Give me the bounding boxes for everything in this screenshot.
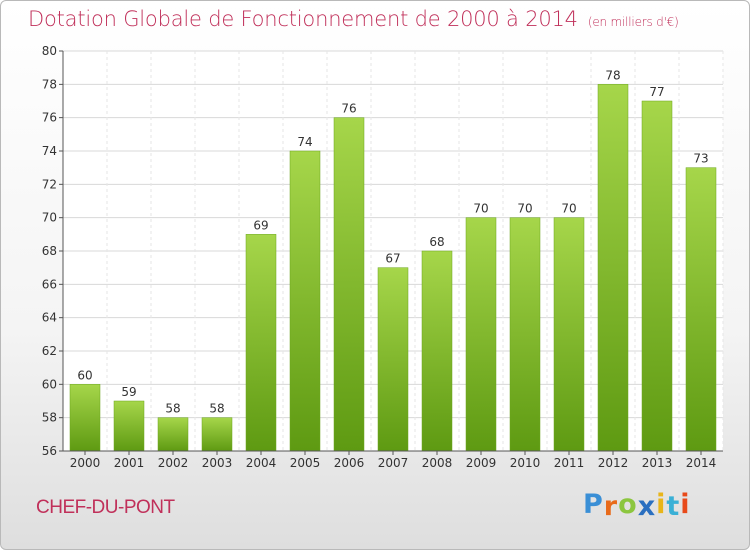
data-label: 70 xyxy=(517,202,532,216)
bar xyxy=(201,417,233,452)
y-tick-label: 68 xyxy=(42,244,57,258)
x-tick-label: 2014 xyxy=(686,456,717,470)
y-tick-label: 60 xyxy=(42,377,57,391)
logo-letter: i xyxy=(680,489,691,520)
x-tick-label: 2013 xyxy=(642,456,673,470)
bar xyxy=(245,234,277,452)
data-label: 70 xyxy=(473,202,488,216)
data-label: 68 xyxy=(429,235,444,249)
bar xyxy=(113,400,145,452)
bar xyxy=(685,167,717,452)
bar xyxy=(69,384,101,452)
x-tick-label: 2002 xyxy=(158,456,189,470)
y-tick-label: 64 xyxy=(42,311,57,325)
y-tick-label: 72 xyxy=(42,177,57,191)
axes: 56 58 60 62 64 66 68 70 72 74 76 78 80 2000 2001 2002 20… xyxy=(42,44,723,470)
bar xyxy=(597,84,629,452)
y-tick-label: 62 xyxy=(42,344,57,358)
x-tick-label: 2000 xyxy=(70,456,101,470)
commune-name: CHEF-DU-PONT xyxy=(36,497,175,518)
x-tick-label: 2010 xyxy=(510,456,541,470)
data-label: 58 xyxy=(165,402,180,416)
bar xyxy=(465,217,497,452)
logo-letter: o xyxy=(618,489,638,520)
x-tick-label: 2011 xyxy=(554,456,585,470)
data-label: 67 xyxy=(385,252,400,266)
x-tick-label: 2001 xyxy=(114,456,145,470)
data-label: 76 xyxy=(341,102,356,116)
data-label: 59 xyxy=(121,385,136,399)
y-tick-label: 76 xyxy=(42,111,57,125)
bar xyxy=(289,150,321,452)
y-tick-label: 74 xyxy=(42,144,57,158)
bar xyxy=(333,117,365,452)
data-label: 70 xyxy=(561,202,576,216)
bars: 60 59 58 58 69 74 76 67 68 70 70 70 78 77 73 xyxy=(69,68,717,452)
bar xyxy=(421,250,453,452)
logo-letter: x xyxy=(637,491,657,522)
x-tick-label: 2012 xyxy=(598,456,629,470)
data-label: 73 xyxy=(693,152,708,166)
logo-letter: r xyxy=(603,491,619,522)
data-label: 60 xyxy=(77,368,92,382)
bar xyxy=(157,417,189,452)
x-tick-label: 2004 xyxy=(246,456,277,470)
chart-subtitle: (en milliers d'€) xyxy=(587,15,679,29)
data-label: 69 xyxy=(253,218,268,232)
x-tick-label: 2008 xyxy=(422,456,453,470)
x-tick-label: 2006 xyxy=(334,456,365,470)
data-label: 77 xyxy=(649,85,664,99)
y-tick-label: 56 xyxy=(42,444,57,458)
data-label: 74 xyxy=(297,135,312,149)
y-tick-label: 78 xyxy=(42,77,57,91)
logo-letter: P xyxy=(583,489,604,520)
chart-title: Dotation Globale de Fonctionnement de 20… xyxy=(28,7,679,31)
y-tick-label: 70 xyxy=(42,211,57,225)
x-tick-label: 2005 xyxy=(290,456,321,470)
x-tick-label: 2009 xyxy=(466,456,497,470)
x-tick-label: 2003 xyxy=(202,456,233,470)
bar xyxy=(553,217,585,452)
chart-title-text: Dotation Globale de Fonctionnement de 20… xyxy=(28,7,578,31)
data-label: 78 xyxy=(605,68,620,82)
y-tick-label: 58 xyxy=(42,411,57,425)
logo-letter: t xyxy=(666,491,681,522)
bar xyxy=(641,100,673,452)
y-tick-label: 80 xyxy=(42,44,57,58)
proxiti-logo: Proxiti xyxy=(583,489,691,522)
data-label: 58 xyxy=(209,402,224,416)
y-tick-label: 66 xyxy=(42,277,57,291)
logo-letter: i xyxy=(656,489,667,520)
x-tick-label: 2007 xyxy=(378,456,409,470)
bar xyxy=(509,217,541,452)
bar xyxy=(377,267,409,452)
